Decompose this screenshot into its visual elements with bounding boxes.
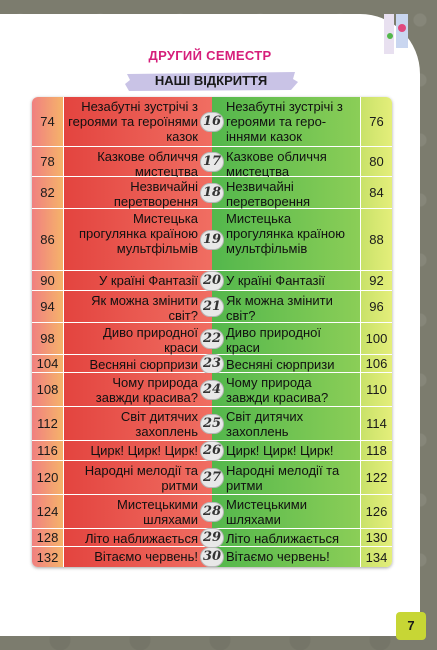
right-lesson-title: Світ дитячих захоплень [212,407,360,440]
right-lesson-title: Незабутні зустрічі з героями та геро-інн… [212,97,360,146]
left-lesson-title: Мистецька прогулянка країною мультфільмі… [64,209,212,270]
table-row[interactable]: 132 Вітаємо червень! Вітаємо червень! 134 30 [32,547,392,567]
table-row[interactable]: 74 Незабутні зустрічі з героями та героїн… [32,97,392,147]
table-row[interactable]: 108 Чому природа завжди красива? Чому прир… [32,373,392,407]
right-lesson-title: Весняні сюрпризи [212,355,360,372]
table-row[interactable]: 116 Цирк! Цирк! Цирк! Цирк! Цирк! Цирк! 118… [32,440,392,461]
left-lesson-title: Казкове обличчя мистецтва [64,147,212,179]
left-lesson-title: Диво природної краси [64,323,212,355]
right-lesson-title: Незвичайні перетворення [212,177,360,209]
left-lesson-title: Чому природа завжди красива? [64,373,212,406]
table-row[interactable]: 98 Диво природної краси Диво природної кра… [32,323,392,355]
right-lesson-title: Вітаємо червень! [212,547,360,567]
lesson-number-badge: 18 [200,182,224,203]
left-page-number: 104 [32,355,64,372]
right-lesson-title: Мистецька прогулянка країною мультфільмі… [212,209,360,270]
right-page-number: 96 [360,291,392,322]
lesson-number-badge: 30 [200,547,224,567]
left-lesson-title: Мистецькими шляхами [64,495,212,528]
lesson-number-badge: 17 [200,151,224,172]
left-page-number: 124 [32,495,64,528]
right-page-number: 118 [360,441,392,460]
table-row[interactable]: 94 Як можна змінити світ? Як можна змінити… [32,291,392,323]
brush-stroke-icon [125,72,298,91]
right-page-number: 122 [360,461,392,494]
right-lesson-title: Диво природної краси [212,323,360,355]
right-page-number: 134 [360,547,392,567]
left-page-number: 120 [32,461,64,494]
right-page-number: 76 [360,97,392,146]
table-row[interactable]: 120 Народні мелодії та ритми Народні мелод… [32,461,392,495]
lesson-number-badge: 28 [200,501,224,522]
table-row[interactable]: 124 Мистецькими шляхами Мистецькими шляхам… [32,495,392,529]
bookmark-icon [384,14,408,54]
right-page-number: 106 [360,355,392,372]
right-lesson-title: Як можна змінити світ? [212,291,360,323]
table-row[interactable]: 112 Світ дитячих захоплень Світ дитячих за… [32,407,392,441]
table-row[interactable]: 90 У країні Фантазії У країні Фантазії 92 20 [32,270,392,291]
table-row[interactable]: 78 Казкове обличчя мистецтва Казкове облич… [32,147,392,179]
left-lesson-title: Як можна змінити світ? [64,291,212,323]
left-lesson-title: Народні мелодії та ритми [64,461,212,494]
left-lesson-title: Літо наближається [64,529,212,546]
right-page-number: 88 [360,209,392,270]
lesson-number-badge: 21 [200,296,224,317]
left-page-number: 94 [32,291,64,322]
right-page-number: 114 [360,407,392,440]
left-page-number: 132 [32,547,64,567]
right-lesson-title: Цирк! Цирк! Цирк! [212,441,360,460]
lesson-number-badge: 24 [200,379,224,400]
left-page-number: 108 [32,373,64,406]
page-number: 7 [396,612,426,640]
lesson-number-badge: 23 [200,353,224,374]
left-page-number: 90 [32,271,64,290]
right-lesson-title: У країні Фантазії [212,271,360,290]
left-page-number: 98 [32,323,64,354]
table-row[interactable]: 104 Весняні сюрпризи Весняні сюрпризи 106 23 [32,353,392,374]
right-page-number: 130 [360,529,392,546]
left-lesson-title: Незабутні зустрічі з героями та героїням… [64,97,212,146]
left-page-number: 116 [32,441,64,460]
left-page-number: 74 [32,97,64,146]
section-title-banner: НАШІ ВІДКРИТТЯ [123,70,299,92]
lesson-number-badge: 20 [200,270,224,291]
left-lesson-title: Світ дитячих захоплень [64,407,212,440]
left-lesson-title: Вітаємо червень! [64,547,212,567]
lesson-number-badge: 22 [200,328,224,349]
left-page-number: 78 [32,147,64,176]
left-page-number: 112 [32,407,64,440]
right-page-number: 110 [360,373,392,406]
semester-title: ДРУГИЙ СЕМЕСТР [148,48,272,63]
lesson-number-badge: 26 [200,440,224,461]
left-lesson-title: У країні Фантазії [64,271,212,290]
lesson-number-badge: 25 [200,413,224,434]
contents-table: 74 Незабутні зустрічі з героями та героїн… [32,97,392,567]
table-row[interactable]: 86 Мистецька прогулянка країною мультфіль… [32,209,392,271]
lesson-number-badge: 19 [200,229,224,250]
right-page-number: 80 [360,147,392,176]
right-lesson-title: Чому природа завжди красива? [212,373,360,406]
left-page-number: 128 [32,529,64,546]
right-lesson-title: Мистецькими шляхами [212,495,360,528]
left-lesson-title: Цирк! Цирк! Цирк! [64,441,212,460]
left-page-number: 86 [32,209,64,270]
right-lesson-title: Народні мелодії та ритми [212,461,360,494]
right-page-number: 126 [360,495,392,528]
lesson-number-badge: 29 [200,527,224,548]
right-lesson-title: Літо наближається [212,529,360,546]
lesson-number-badge: 27 [200,467,224,488]
left-lesson-title: Весняні сюрпризи [64,355,212,372]
right-page-number: 100 [360,323,392,354]
table-row[interactable]: 128 Літо наближається Літо наближається 130… [32,527,392,548]
right-page-number: 84 [360,177,392,208]
left-page-number: 82 [32,177,64,208]
right-lesson-title: Казкове обличчя мистецтва [212,147,360,179]
right-page-number: 92 [360,271,392,290]
section-title: НАШІ ВІДКРИТТЯ [154,73,268,88]
table-row[interactable]: 82 Незвичайні перетворення Незвичайні пере… [32,177,392,209]
left-lesson-title: Незвичайні перетворення [64,177,212,209]
lesson-number-badge: 16 [200,111,224,132]
